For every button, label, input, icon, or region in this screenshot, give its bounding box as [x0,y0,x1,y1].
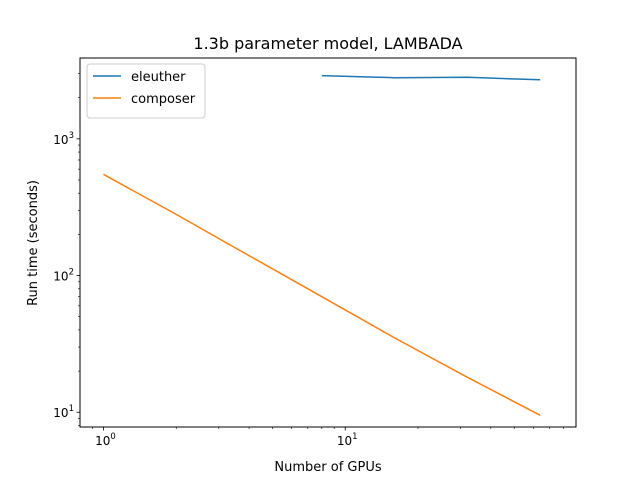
legend-label-eleuther: eleuther [131,70,186,85]
x-tick-label: 101 [337,432,358,448]
plot-series [103,74,541,416]
y-tick-label: 102 [53,268,74,284]
legend-box [86,63,206,119]
legend-label-composer: composer [131,92,196,107]
y-axis-label: Run time (seconds) [26,180,41,306]
x-tick-label: 100 [95,432,116,448]
plot-frame [79,57,577,428]
series-line-eleuther [321,74,541,81]
series-line-composer [103,173,541,416]
x-axis-label: Number of GPUs [274,460,381,475]
chart-title: 1.3b parameter model, LAMBADA [193,34,462,53]
legend: eleuther composer [86,63,206,119]
y-tick-label: 101 [53,404,74,420]
axis-ticks: 100 101 101 102 103 [53,73,564,448]
y-tick-label: 103 [53,131,74,147]
